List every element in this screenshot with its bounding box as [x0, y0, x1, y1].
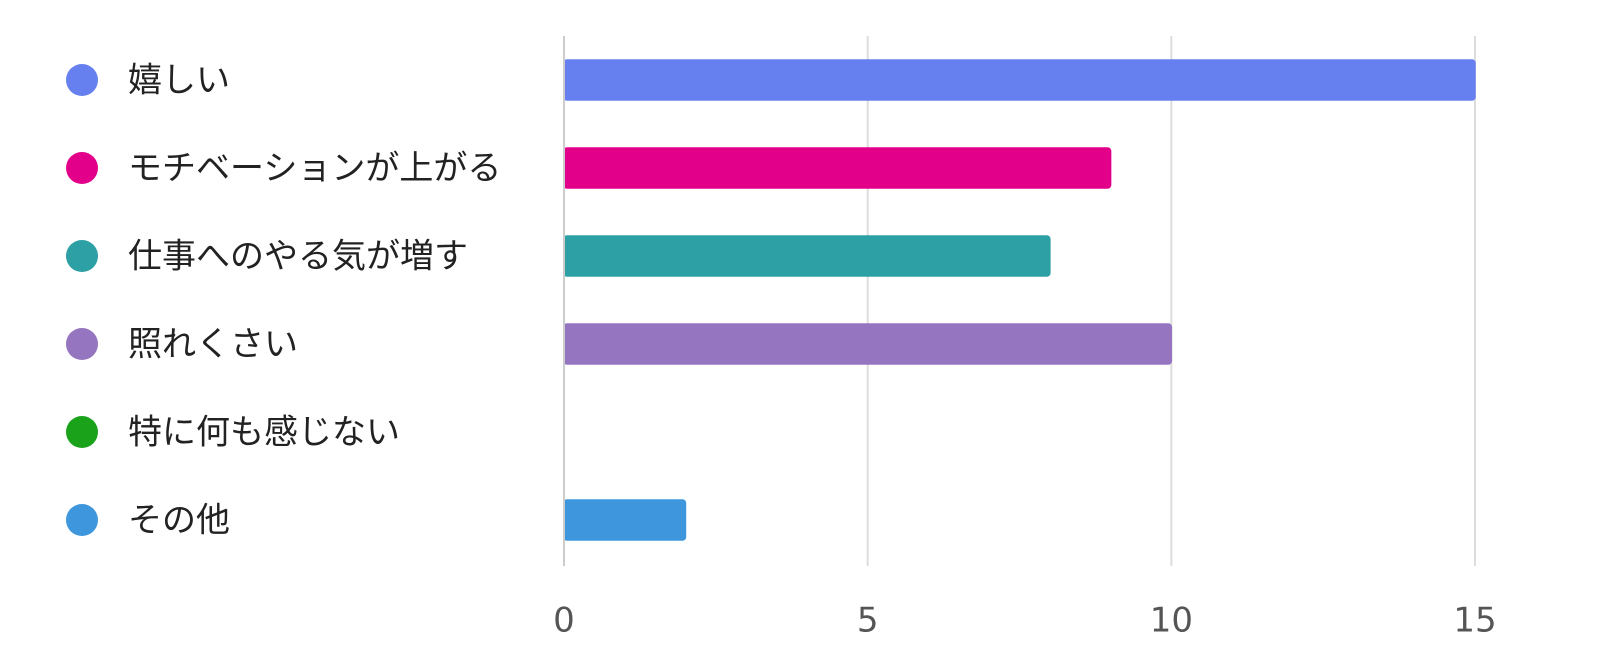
- bar: [563, 323, 1173, 365]
- legend-dot: [66, 328, 98, 360]
- legend-dot: [66, 240, 98, 272]
- legend-dot: [66, 504, 98, 536]
- x-tick-label: 10: [1150, 601, 1193, 641]
- category-label: モチベーションが上がる: [128, 149, 501, 189]
- bar: [563, 147, 1112, 189]
- bar: [563, 235, 1051, 277]
- category-label: その他: [128, 501, 230, 541]
- category-label: 照れくさい: [128, 325, 298, 365]
- bar: [563, 499, 687, 541]
- x-tick-label: 0: [553, 601, 575, 641]
- legend-dot: [66, 152, 98, 184]
- bar: [563, 59, 1476, 101]
- x-tick-label: 5: [857, 601, 879, 641]
- legend-dot: [66, 64, 98, 96]
- category-label: 嬉しい: [128, 61, 230, 101]
- category-label: 仕事へのやる気が増す: [128, 237, 468, 277]
- x-tick-label: 15: [1453, 601, 1496, 641]
- legend-dot: [66, 416, 98, 448]
- category-label: 特に何も感じない: [128, 413, 400, 453]
